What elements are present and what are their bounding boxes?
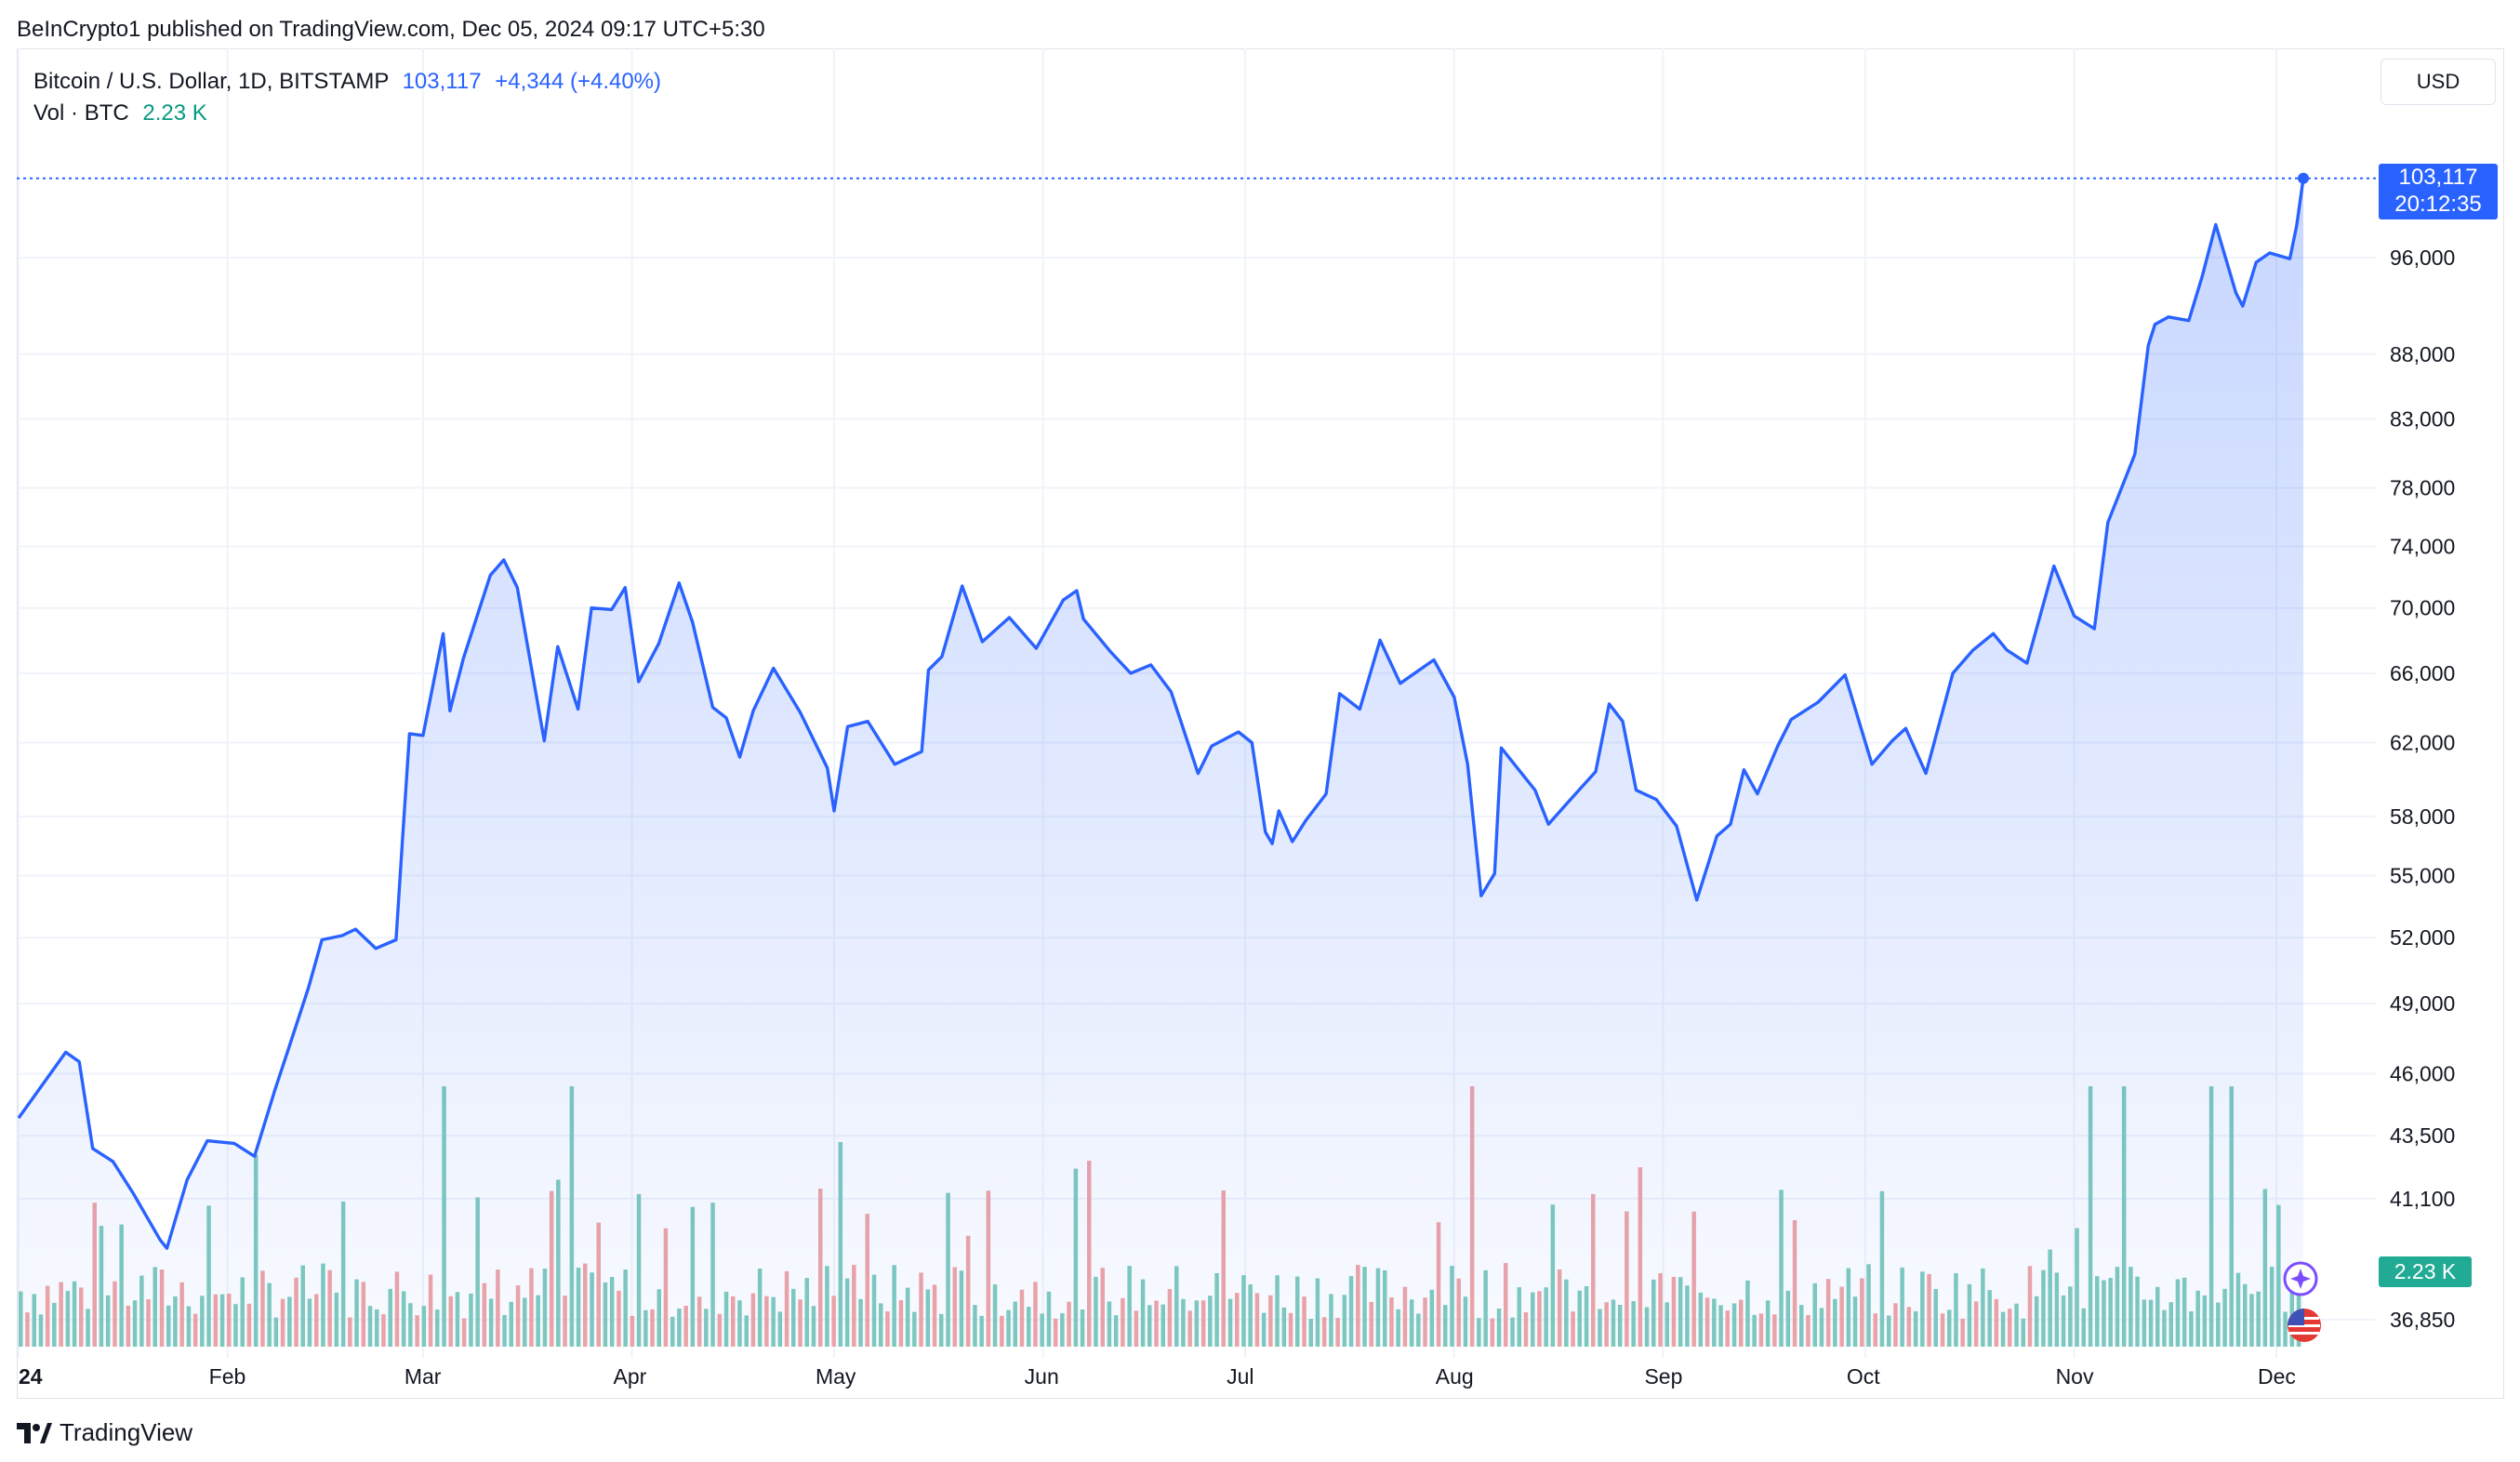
y-tick-label: 43,500 bbox=[2390, 1123, 2455, 1148]
volume-legend[interactable]: Vol · BTC 2.23 K bbox=[33, 100, 207, 126]
y-tick-label: 49,000 bbox=[2390, 991, 2455, 1016]
x-tick-label: Oct bbox=[1847, 1364, 1880, 1389]
volume-label[interactable]: Vol · BTC bbox=[33, 100, 129, 126]
badge-countdown: 20:12:35 bbox=[2394, 192, 2482, 217]
y-tick-label: 70,000 bbox=[2390, 596, 2455, 620]
y-tick-label: 66,000 bbox=[2390, 661, 2455, 685]
x-tick-label: Apr bbox=[614, 1364, 647, 1389]
brand-name: TradingView bbox=[60, 1418, 193, 1446]
last-price: 103,117 bbox=[402, 69, 482, 94]
x-tick-label: 24 bbox=[19, 1364, 43, 1389]
x-axis[interactable]: 24 Feb Mar Apr May Jun Jul Aug Sep Oct Nov Dec bbox=[19, 1364, 2296, 1389]
symbol-name[interactable]: Bitcoin / U.S. Dollar, 1D, BITSTAMP bbox=[33, 69, 389, 94]
price-area-fill bbox=[19, 178, 2303, 1348]
symbol-legend[interactable]: Bitcoin / U.S. Dollar, 1D, BITSTAMP 103,… bbox=[33, 69, 661, 95]
y-tick-label: 58,000 bbox=[2390, 804, 2455, 829]
y-tick-label: 52,000 bbox=[2390, 925, 2455, 950]
x-tick-label: Mar bbox=[405, 1364, 442, 1389]
y-tick-label: 46,000 bbox=[2390, 1061, 2455, 1085]
x-tick-label: Aug bbox=[1436, 1364, 1474, 1389]
price-change: +4,344 (+4.40%) bbox=[495, 69, 662, 94]
currency-button[interactable]: USD bbox=[2381, 59, 2496, 105]
badge-price: 103,117 bbox=[2398, 165, 2478, 190]
x-tick-label: Dec bbox=[2258, 1364, 2296, 1389]
x-tick-label: Feb bbox=[209, 1364, 246, 1389]
volume-badge: 2.23 K bbox=[2379, 1256, 2472, 1287]
y-tick-label: 55,000 bbox=[2390, 863, 2455, 887]
y-axis[interactable]: 96,000 88,000 83,000 78,000 74,000 70,000 66,0… bbox=[2390, 246, 2455, 1332]
y-tick-label: 74,000 bbox=[2390, 534, 2455, 558]
last-price-badge: 103,117 20:12:35 bbox=[2379, 164, 2498, 219]
volume-value: 2.23 K bbox=[142, 100, 207, 126]
y-tick-label: 41,100 bbox=[2390, 1187, 2455, 1211]
price-line[interactable] bbox=[17, 178, 2305, 1250]
x-tick-label: Jun bbox=[1025, 1364, 1059, 1389]
x-tick-label: May bbox=[816, 1364, 856, 1389]
tradingview-logo-icon bbox=[17, 1422, 52, 1443]
y-tick-label: 96,000 bbox=[2390, 246, 2455, 270]
x-tick-label: Jul bbox=[1227, 1364, 1253, 1389]
last-price-dot bbox=[2298, 172, 2309, 184]
y-tick-label: 83,000 bbox=[2390, 407, 2455, 432]
x-tick-label: Nov bbox=[2056, 1364, 2094, 1389]
y-tick-label: 78,000 bbox=[2390, 476, 2455, 500]
sparkle-icon[interactable] bbox=[2283, 1261, 2318, 1296]
us-flag-icon[interactable] bbox=[2288, 1309, 2321, 1342]
y-tick-label: 62,000 bbox=[2390, 730, 2455, 754]
x-tick-label: Sep bbox=[1644, 1364, 1682, 1389]
chart-frame bbox=[17, 48, 2504, 1399]
y-tick-label: 36,850 bbox=[2390, 1308, 2455, 1332]
y-tick-label: 88,000 bbox=[2390, 342, 2455, 366]
tradingview-brand[interactable]: TradingView bbox=[17, 1418, 192, 1447]
published-caption: BeInCrypto1 published on TradingView.com… bbox=[17, 17, 765, 42]
